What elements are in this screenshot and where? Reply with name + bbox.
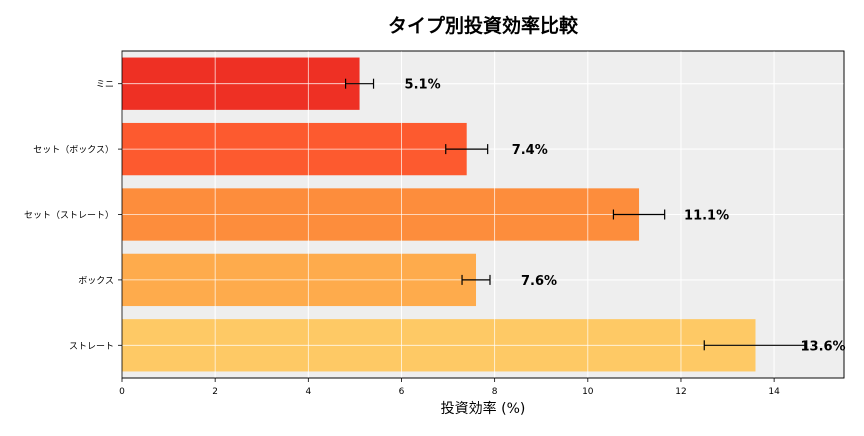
x-tick-label: 8 [492,387,498,397]
chart-title: タイプ別投資効率比較 [388,14,579,37]
data-label: 7.4% [512,143,548,158]
data-label: 7.6% [521,274,557,289]
y-tick-label: ミニ [96,80,114,90]
x-tick-label: 0 [119,387,125,397]
x-tick-label: 2 [212,387,218,397]
plot-frame [121,50,845,379]
y-tick-label: ストレート [69,342,114,352]
x-tick-label: 4 [305,387,311,397]
y-tick-label: セット（ストレート） [24,210,114,221]
data-labels: 5.1% 7.4% 11.1% 7.6% 13.6% [405,78,846,355]
bars [122,51,844,378]
x-axis-label: 投資効率 (%) [441,400,526,417]
data-label: 13.6% [800,339,845,354]
x-tick-label: 14 [768,387,780,397]
x-tick-label: 6 [399,387,405,397]
data-label: 5.1% [405,78,441,93]
y-tick-label: セット（ボックス） [33,145,114,156]
y-tick-label: ボックス [78,275,114,286]
error-bars [344,78,808,351]
data-label: 11.1% [684,209,729,224]
x-axis: 0 2 4 6 8 10 12 14 [119,378,780,397]
x-tick-label: 12 [675,387,686,397]
x-tick-label: 10 [582,387,594,397]
